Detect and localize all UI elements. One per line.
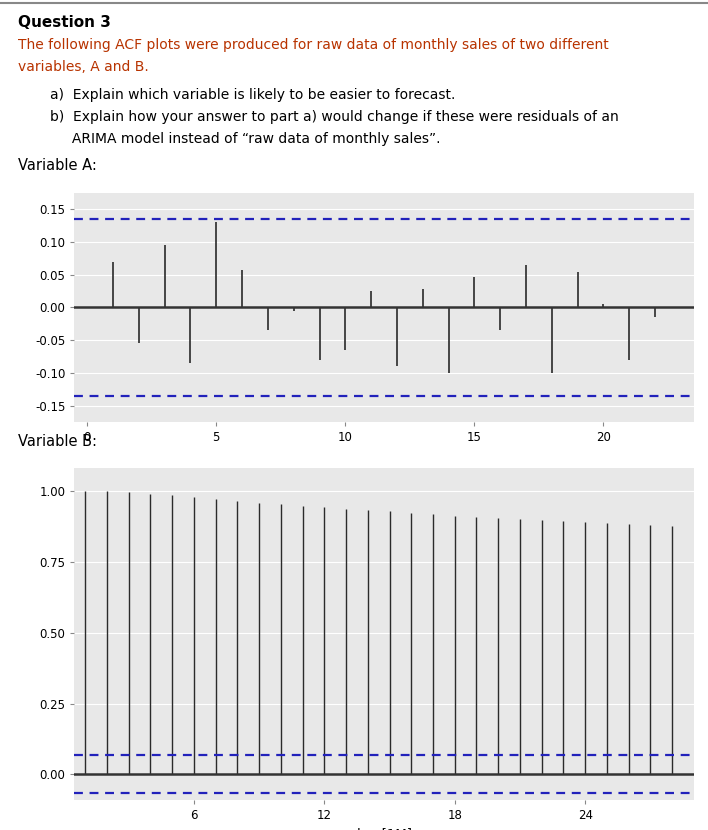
Text: b)  Explain how your answer to part a) would change if these were residuals of a: b) Explain how your answer to part a) wo… (50, 110, 618, 124)
Text: variables, A and B.: variables, A and B. (18, 60, 149, 74)
Text: ARIMA model instead of “raw data of monthly sales”.: ARIMA model instead of “raw data of mont… (50, 132, 440, 146)
Text: The following ACF plots were produced for raw data of monthly sales of two diffe: The following ACF plots were produced fo… (18, 38, 608, 52)
Text: Variable B:: Variable B: (18, 434, 97, 449)
Text: Question 3: Question 3 (18, 15, 110, 30)
X-axis label: lag [1M]: lag [1M] (357, 828, 411, 830)
Text: a)  Explain which variable is likely to be easier to forecast.: a) Explain which variable is likely to b… (50, 88, 455, 102)
Text: Variable A:: Variable A: (18, 158, 96, 173)
